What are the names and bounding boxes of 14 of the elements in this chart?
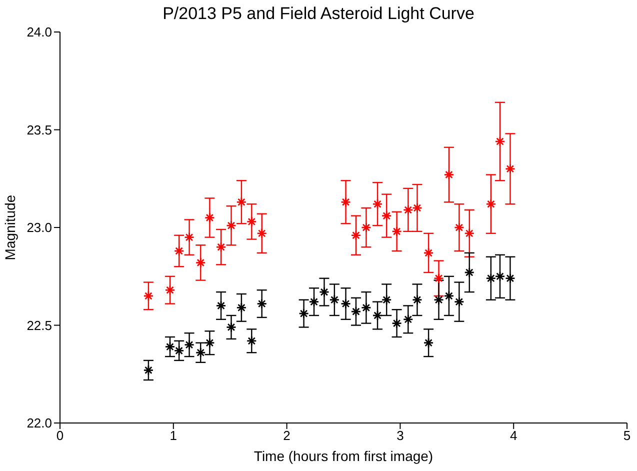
y-tick-label: 22.0 — [26, 416, 52, 431]
x-tick-label: 2 — [283, 428, 290, 444]
x-tick-label: 0 — [56, 428, 64, 444]
x-tick-label: 5 — [623, 428, 631, 444]
chart-title: P/2013 P5 and Field Asteroid Light Curve — [162, 4, 476, 24]
x-tick-label: 3 — [396, 428, 404, 444]
y-tick-label: 22.5 — [26, 318, 52, 333]
y-tick-label: 23.5 — [26, 122, 52, 138]
x-tick-label: 4 — [510, 428, 518, 444]
y-tick-label: 23.0 — [26, 220, 52, 236]
x-tick-label: 1 — [170, 428, 178, 444]
y-axis-title: Magnitude — [2, 194, 18, 260]
x-axis-title: Time (hours from first image) — [254, 448, 434, 464]
y-tick-label: 24.0 — [26, 24, 52, 40]
